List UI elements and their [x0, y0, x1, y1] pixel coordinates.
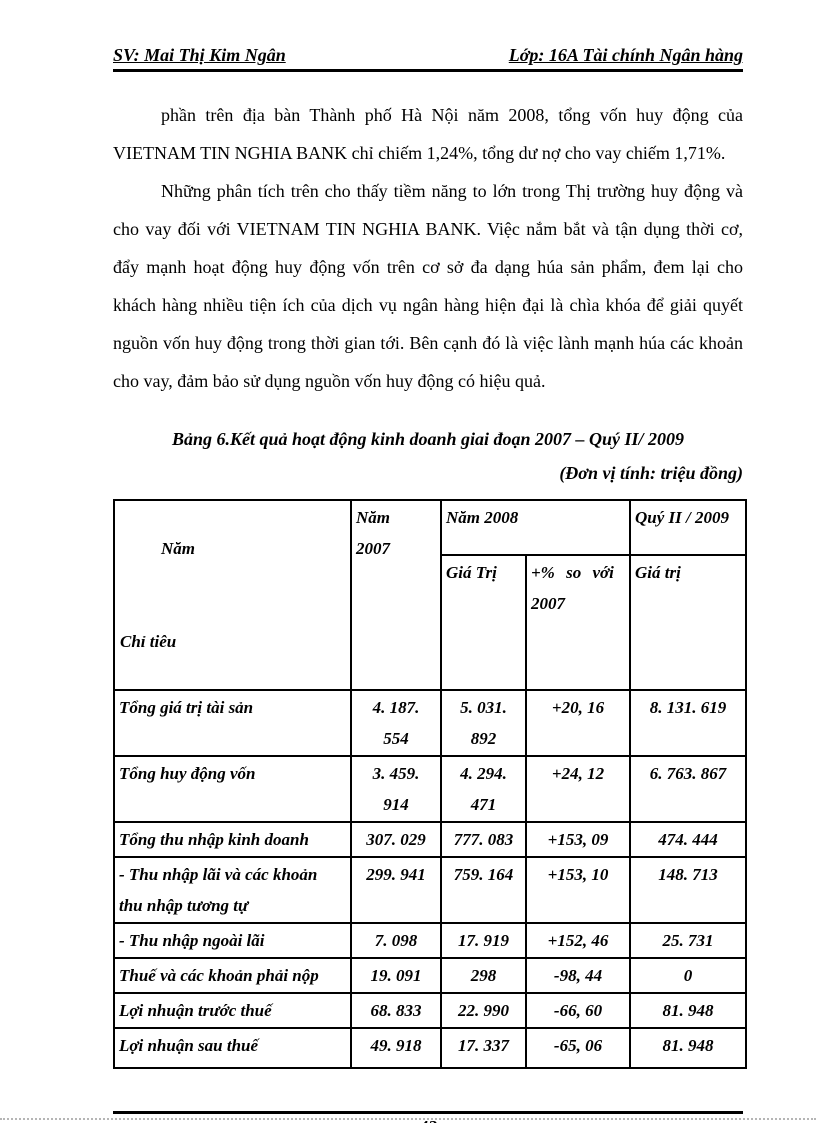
page-bottom-dotted-rule: [0, 1118, 816, 1120]
cell-2008-value: 777. 083: [440, 821, 527, 858]
header-q2-2009-group: Quý II / 2009: [629, 499, 747, 556]
table-row: - Thu nhập ngoài lãi 7. 098 17. 919 +152…: [113, 922, 747, 959]
row-label: Lợi nhuận trước thuế: [113, 992, 352, 1029]
table-row: Tổng giá trị tài sản 4. 187. 554 5. 031.…: [113, 689, 747, 757]
row-label: Tổng thu nhập kinh doanh: [113, 821, 352, 858]
cell-2008-percent: +153, 09: [525, 821, 631, 858]
cell-2008-value: 298: [440, 957, 527, 994]
paragraph-1: phần trên địa bàn Thành phố Hà Nội năm 2…: [113, 105, 743, 163]
table-unit-note: (Đơn vị tính: triệu đồng): [559, 463, 743, 483]
row-label: Tổng huy động vốn: [113, 755, 352, 823]
cell-q2-2009: 25. 731: [629, 922, 747, 959]
cell-q2-2009: 6. 763. 867: [629, 755, 747, 823]
running-footer: 42: [113, 1111, 743, 1123]
header-student-name: SV: Mai Thị Kim Ngân: [113, 45, 286, 65]
header-class-name: Lớp: 16A Tài chính Ngân hàng: [508, 45, 743, 65]
table-row: Thuế và các khoản phải nộp 19. 091 298 -…: [113, 957, 747, 994]
cell-2008-percent: -66, 60: [525, 992, 631, 1029]
header-year-2007: Năm 2007: [350, 499, 442, 691]
table-row: - Thu nhập lãi và các khoản thu nhập tươ…: [113, 856, 747, 924]
cell-2008-value: 4. 294. 471: [440, 755, 527, 823]
cell-2007: 3. 459. 914: [350, 755, 442, 823]
header-corner-cell: Năm Chỉ tiêu: [113, 499, 352, 691]
cell-2008-percent: -98, 44: [525, 957, 631, 994]
row-label: Tổng giá trị tài sản: [113, 689, 352, 757]
table-row: Tổng thu nhập kinh doanh 307. 029 777. 0…: [113, 821, 747, 858]
cell-q2-2009: 148. 713: [629, 856, 747, 924]
cell-2008-value: 759. 164: [440, 856, 527, 924]
cell-2007: 19. 091: [350, 957, 442, 994]
cell-q2-2009: 0: [629, 957, 747, 994]
table-row: Lợi nhuận sau thuế 49. 918 17. 337 -65, …: [113, 1027, 747, 1069]
cell-2008-percent: +152, 46: [525, 922, 631, 959]
table-row: Tổng huy động vốn 3. 459. 914 4. 294. 47…: [113, 755, 747, 823]
cell-2007: 299. 941: [350, 856, 442, 924]
cell-2007: 307. 029: [350, 821, 442, 858]
cell-2007: 49. 918: [350, 1027, 442, 1069]
cell-2008-percent: -65, 06: [525, 1027, 631, 1069]
cell-2008-value: 5. 031. 892: [440, 689, 527, 757]
header-corner-criteria-label: Chỉ tiêu: [120, 632, 177, 651]
row-label: Thuế và các khoản phải nộp: [113, 957, 352, 994]
table-header-row-1: Năm Chỉ tiêu Năm 2007 Năm 2008 Quý II / …: [113, 499, 747, 691]
cell-q2-2009: 8. 131. 619: [629, 689, 747, 757]
cell-2007: 4. 187. 554: [350, 689, 442, 757]
cell-2007: 68. 833: [350, 992, 442, 1029]
header-q2-value: Giá trị: [629, 553, 747, 692]
table-header-row-2: Giá Trị +% so với 2007 Giá trị: [114, 553, 747, 692]
row-label: - Thu nhập lãi và các khoản thu nhập tươ…: [113, 856, 352, 924]
table-row: Lợi nhuận trước thuế 68. 833 22. 990 -66…: [113, 992, 747, 1029]
cell-2008-percent: +24, 12: [525, 755, 631, 823]
running-header: SV: Mai Thị Kim Ngân Lớp: 16A Tài chính …: [113, 45, 743, 72]
page-content: SV: Mai Thị Kim Ngân Lớp: 16A Tài chính …: [113, 0, 747, 1123]
row-label: - Thu nhập ngoài lãi: [113, 922, 352, 959]
cell-2007: 7. 098: [350, 922, 442, 959]
page-number: 42: [419, 1117, 437, 1123]
cell-2008-value: 17. 919: [440, 922, 527, 959]
header-2008-value: Giá Trị: [440, 553, 527, 692]
cell-q2-2009: 81. 948: [629, 992, 747, 1029]
cell-q2-2009: 81. 948: [629, 1027, 747, 1069]
cell-q2-2009: 474. 444: [629, 821, 747, 858]
paragraph-2: Những phân tích trên cho thấy tiềm năng …: [113, 181, 743, 391]
cell-2008-value: 17. 337: [440, 1027, 527, 1069]
header-2008-percent: +% so với 2007: [525, 553, 631, 692]
cell-2008-percent: +20, 16: [525, 689, 631, 757]
results-table: Năm Chỉ tiêu Năm 2007 Năm 2008 Quý II / …: [113, 499, 747, 1069]
header-corner-year-label: Năm: [161, 539, 195, 558]
table-caption: Bảng 6.Kết quả hoạt động kinh doanh giai…: [171, 429, 685, 449]
header-year-2008-group: Năm 2008: [440, 499, 631, 556]
cell-2008-value: 22. 990: [440, 992, 527, 1029]
cell-2008-percent: +153, 10: [525, 856, 631, 924]
row-label: Lợi nhuận sau thuế: [113, 1027, 352, 1069]
